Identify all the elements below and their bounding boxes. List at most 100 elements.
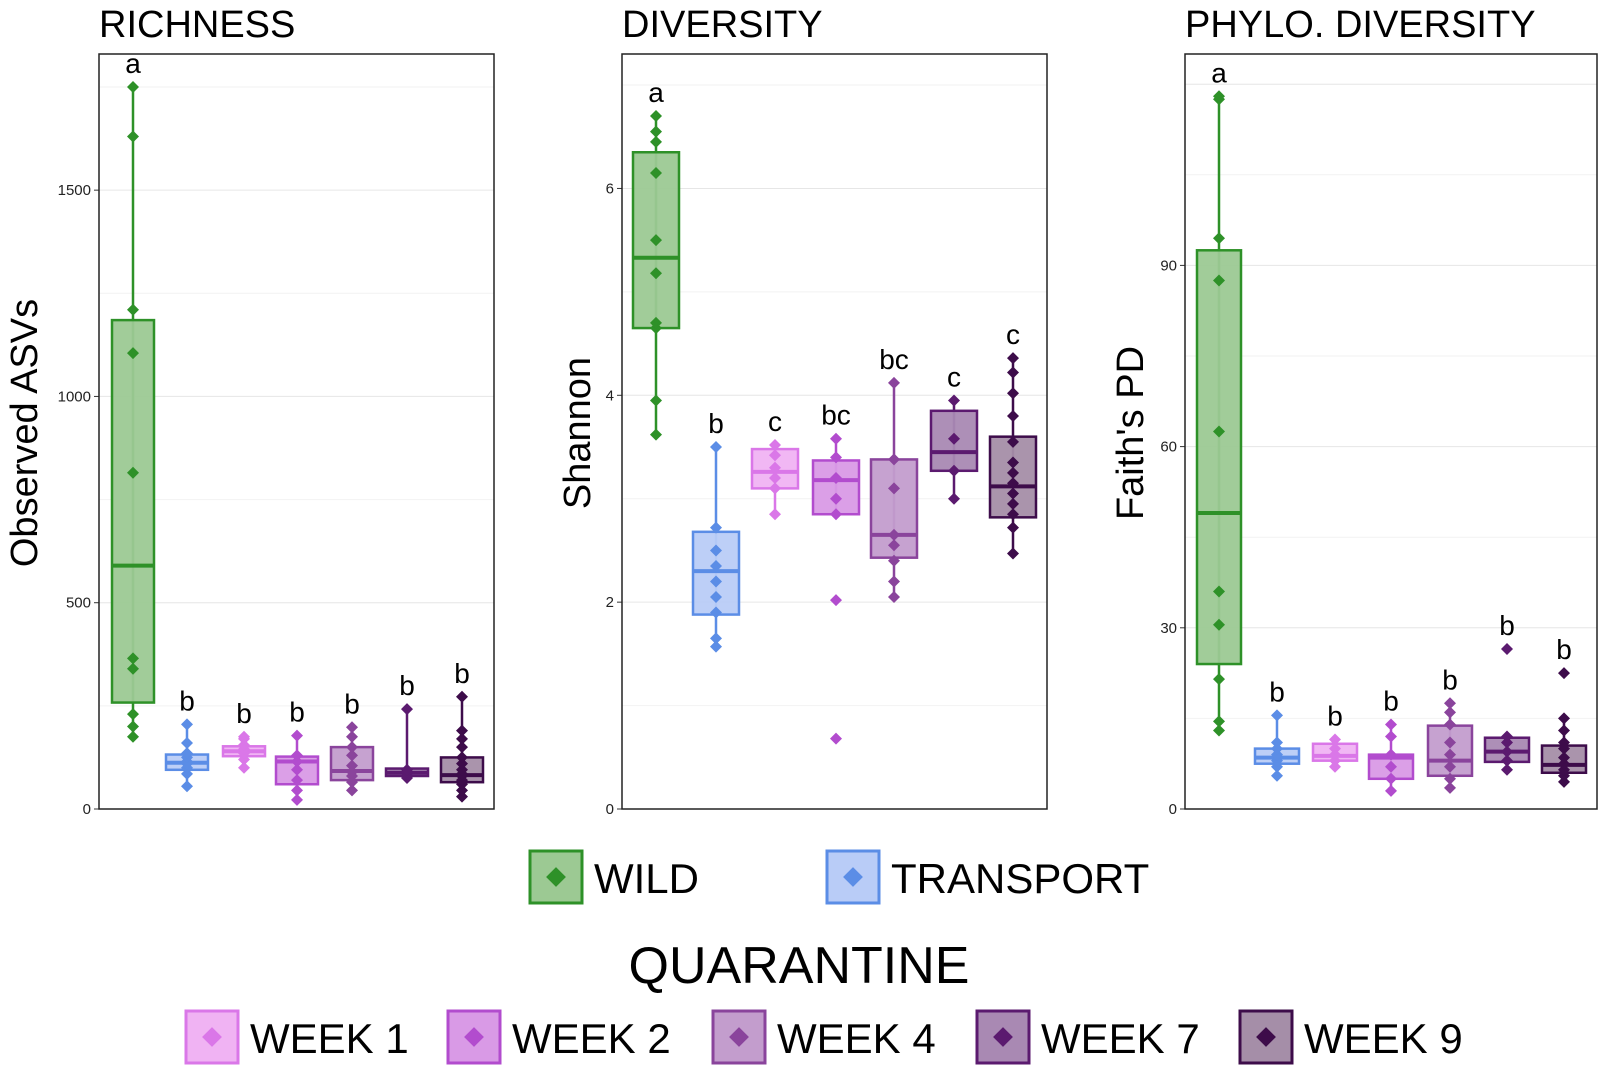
diversity-week-4-point xyxy=(888,528,900,541)
richness-week-4-point xyxy=(346,784,358,797)
richness-week-2-point xyxy=(291,784,303,797)
diversity-week-1-point xyxy=(769,461,781,474)
diversity-transport-point xyxy=(710,441,722,454)
richness-week-4-point xyxy=(346,765,358,778)
richness-wild-box xyxy=(110,318,156,704)
diversity-week-4-point xyxy=(888,376,900,389)
phylo-diversity-wild-point xyxy=(1213,585,1225,598)
richness-week-1-point xyxy=(238,739,250,752)
phylo-diversity-week-9-group: b xyxy=(1540,634,1588,788)
diversity-week-1-point xyxy=(769,472,781,485)
phylo-diversity-week-4-point xyxy=(1444,736,1456,749)
phylo-diversity-week-7-letter: b xyxy=(1499,610,1515,641)
richness-week-7-point xyxy=(401,763,413,776)
diversity-week-9-point xyxy=(1007,456,1019,469)
phylo-diversity-transport-point xyxy=(1271,769,1283,782)
phylo-diversity-week-1-point xyxy=(1329,733,1341,746)
diversity-wild-point xyxy=(650,316,662,329)
legend-label-wild: WILD xyxy=(594,855,699,902)
phylo-diversity-wild-point xyxy=(1213,90,1225,103)
richness-transport-letter: b xyxy=(179,685,195,716)
phylo-diversity-week-7-group: b xyxy=(1483,610,1531,776)
phylo-diversity-wild-box xyxy=(1195,249,1243,666)
phylo-diversity-week-9-point xyxy=(1558,763,1570,776)
diversity-week-2-point xyxy=(830,492,842,505)
phylo-diversity-week-7-point xyxy=(1501,730,1513,743)
richness-tick-label: 0 xyxy=(83,801,91,818)
phylo-diversity-week-7-point xyxy=(1501,736,1513,749)
richness-week-9-letter: b xyxy=(454,658,470,689)
diversity-transport-point xyxy=(710,606,722,619)
diversity-wild-point xyxy=(650,394,662,407)
richness-wild-point xyxy=(127,708,139,721)
legend-label-week-4: WEEK 4 xyxy=(777,1015,936,1062)
richness-wild-letter: a xyxy=(125,48,141,79)
diversity-week-4-letter: bc xyxy=(879,344,909,375)
richness-tick-label: 1000 xyxy=(58,388,91,405)
diversity-tick-label: 6 xyxy=(606,180,614,197)
diversity-week-1-point xyxy=(769,438,781,451)
richness-week-2-group: b xyxy=(274,697,320,806)
diversity-week-7-point xyxy=(948,464,960,477)
phylo-diversity-week-2-point xyxy=(1385,730,1397,743)
diversity-tick-label: 2 xyxy=(606,594,614,611)
diversity-week-9-letter: c xyxy=(1006,319,1020,350)
phylo-diversity-week-1-point xyxy=(1329,742,1341,755)
diversity-week-1-point xyxy=(769,508,781,521)
legend-diamond-transport xyxy=(843,867,863,887)
diversity-week-9-point xyxy=(1007,497,1019,510)
phylo-diversity-transport-letter: b xyxy=(1269,676,1285,707)
phylo-diversity-week-2-point xyxy=(1385,772,1397,785)
panel-title-richness: RICHNESS xyxy=(99,4,295,46)
richness-transport-group: b xyxy=(164,685,210,793)
legend-title-quarantine: QUARANTINE xyxy=(629,937,970,995)
phylo-diversity-wild-point xyxy=(1213,232,1225,245)
phylo-diversity-panel: 0 30 60 90 a b b b b b b xyxy=(1160,53,1598,818)
richness-week-2-point xyxy=(291,774,303,787)
phylo-diversity-wild-group: a xyxy=(1195,57,1243,737)
diversity-week-9-point xyxy=(1007,547,1019,560)
legend-diamond-week-9 xyxy=(1256,1027,1276,1047)
legend-label-transport: TRANSPORT xyxy=(891,855,1149,902)
diversity-week-7-point xyxy=(948,432,960,445)
phylo-diversity-tick-label: 60 xyxy=(1160,439,1177,456)
phylo-diversity-week-4-group: b xyxy=(1426,664,1474,794)
diversity-wild-point xyxy=(650,135,662,148)
richness-week-4-point xyxy=(346,721,358,734)
legend-diamond-week-1 xyxy=(202,1027,222,1047)
diversity-week-1-letter: c xyxy=(768,406,782,437)
richness-week-2-point xyxy=(291,749,303,762)
richness-wild-point xyxy=(127,652,139,665)
legend-label-week-9: WEEK 9 xyxy=(1304,1015,1463,1062)
diversity-week-7-point xyxy=(948,492,960,505)
richness-week-9-point xyxy=(456,757,468,770)
diversity-week-2-point xyxy=(830,451,842,464)
richness-week-9-point xyxy=(456,784,468,797)
legend-item-transport: TRANSPORT xyxy=(825,849,1149,905)
richness-week-4-point xyxy=(346,730,358,743)
phylo-diversity-week-4-point xyxy=(1444,706,1456,719)
phylo-diversity-wild-point xyxy=(1213,724,1225,737)
diversity-transport-letter: b xyxy=(708,408,724,439)
diversity-week-9-point xyxy=(1007,409,1019,422)
diversity-frame xyxy=(621,53,1048,810)
phylo-diversity-week-1-point xyxy=(1329,760,1341,773)
richness-wild-point xyxy=(127,130,139,143)
panel-title-phylo-diversity: PHYLO. DIVERSITY xyxy=(1185,4,1536,46)
legend-item-week-9: WEEK 9 xyxy=(1238,1009,1463,1065)
phylo-diversity-week-2-point xyxy=(1385,718,1397,731)
phylo-diversity-transport-point xyxy=(1271,736,1283,749)
legend-label-week-1: WEEK 1 xyxy=(250,1015,409,1062)
richness-transport-point xyxy=(181,718,193,731)
phylo-diversity-week-2-group: b xyxy=(1367,685,1415,797)
phylo-diversity-week-7-point xyxy=(1501,745,1513,758)
phylo-diversity-week-2-point xyxy=(1385,784,1397,797)
diversity-transport-group: b xyxy=(691,408,741,653)
phylo-diversity-week-4-point xyxy=(1444,772,1456,785)
richness-week-1-point xyxy=(238,730,250,743)
legend-item-week-2: WEEK 2 xyxy=(446,1009,671,1065)
diversity-week-9-point xyxy=(1007,521,1019,534)
phylo-diversity-week-9-point xyxy=(1558,724,1570,737)
